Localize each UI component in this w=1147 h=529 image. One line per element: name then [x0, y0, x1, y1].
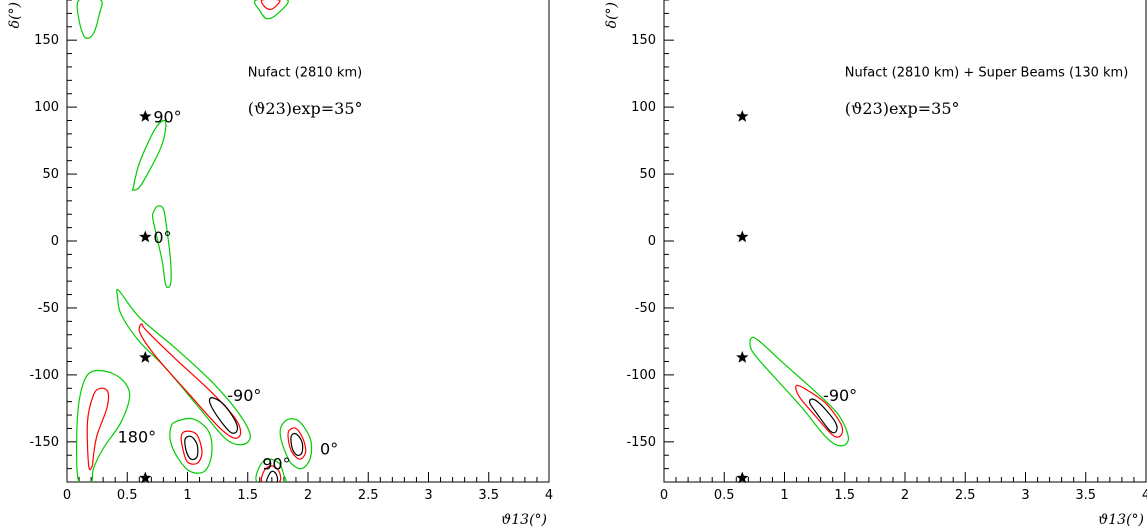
x-tick-label: 0 [63, 488, 71, 503]
x-tick-label: 3 [1021, 488, 1029, 503]
contour-inner [184, 435, 199, 461]
contour-inner [208, 396, 239, 434]
x-tick-label: 0 [660, 488, 668, 503]
y-tick-label: -50 [38, 301, 59, 316]
x-tick-label: 2 [901, 488, 909, 503]
x-tick-label: 1.5 [834, 488, 855, 503]
star-marker [736, 471, 749, 484]
panel-subtitle: (ϑ23)exp=35° [248, 99, 363, 118]
contour-outer [255, 458, 287, 482]
y-tick-label: -100 [626, 368, 656, 383]
contour-layer [75, 0, 313, 482]
x-tick-label: 0.5 [714, 488, 735, 503]
contour-annotation: -90° [227, 386, 261, 405]
contour-inner [290, 432, 304, 456]
contour-middle [795, 384, 844, 438]
star-marker [736, 230, 749, 243]
x-axis-label: ϑ13(°) [501, 512, 547, 528]
y-tick-label: 150 [631, 33, 656, 48]
star-marker [736, 351, 749, 363]
star-marker [139, 471, 152, 484]
contour-annotation: 90° [262, 454, 290, 473]
star-marker [139, 230, 152, 243]
contour-inner [808, 398, 838, 434]
contour-outer [749, 336, 850, 447]
contour-outer [253, 0, 289, 20]
contour-outer [76, 0, 103, 39]
contour-outer [151, 205, 172, 289]
x-tick-label: 1 [183, 488, 191, 503]
y-tick-label: -150 [29, 435, 59, 450]
x-tick-label: 4 [1142, 488, 1147, 503]
star-label: 90° [153, 107, 181, 126]
contour-layer [749, 336, 850, 447]
y-tick-label: 50 [639, 167, 656, 182]
contour-annotation: 0° [320, 440, 338, 459]
y-tick-label: 150 [34, 33, 59, 48]
y-tick-label: -50 [635, 301, 656, 316]
y-tick-label: 100 [631, 100, 656, 115]
x-tick-label: 1 [780, 488, 788, 503]
contour-middle [260, 0, 281, 11]
x-tick-label: 1.5 [237, 488, 258, 503]
x-tick-label: 2.5 [955, 488, 976, 503]
contour-outer [279, 418, 313, 470]
y-tick-label: -150 [626, 435, 656, 450]
x-tick-label: 0.5 [117, 488, 138, 503]
y-tick-label: 100 [34, 100, 59, 115]
panel-2: 0 0.5 1 1.5 2 2.5 3 3.5 4 -150 -100 -50 0 50 100 150 ϑ13… [604, 0, 1147, 528]
x-axis-label: ϑ13(°) [1098, 512, 1144, 528]
x-tick-label: 3.5 [1075, 488, 1096, 503]
x-tick-label: 4 [545, 488, 553, 503]
contour-outer [169, 417, 213, 474]
contour-middle [260, 465, 282, 482]
panel-subtitle: (ϑ23)exp=35° [845, 99, 960, 118]
x-tick-label: 3 [424, 488, 432, 503]
y-tick-label: 0 [51, 234, 59, 249]
contour-annotation: 180° [118, 427, 157, 446]
y-tick-label: 50 [42, 167, 59, 182]
y-axis-label: δ(°) [604, 2, 620, 28]
contour-middle [138, 323, 242, 439]
contour-outer [116, 288, 251, 446]
star-marker [736, 110, 749, 122]
star-label: 0° [153, 228, 171, 247]
contour-middle [86, 387, 110, 471]
panel-title: Nufact (2810 km) + Super Beams (130 km) [845, 65, 1129, 80]
y-tick-label: 0 [648, 234, 656, 249]
panel-1: 0 0.5 1 1.5 2 2.5 3 3.5 4 -150 -100 -50 0 50 100 150 ϑ13… [7, 0, 553, 528]
star-marker [139, 110, 152, 122]
contour-inner [266, 470, 279, 482]
x-tick-label: 2 [304, 488, 312, 503]
contour-outer [75, 369, 131, 482]
x-tick-label: 3.5 [478, 488, 499, 503]
contour-middle [180, 430, 203, 465]
y-tick-label: -100 [29, 368, 59, 383]
contour-annotation: -90° [823, 386, 857, 405]
x-tick-label: 2.5 [358, 488, 379, 503]
contour-middle [287, 427, 307, 460]
contour-outer [131, 119, 167, 192]
panel-title: Nufact (2810 km) [248, 65, 362, 80]
y-axis-label: δ(°) [7, 2, 23, 28]
star-marker [139, 351, 152, 363]
